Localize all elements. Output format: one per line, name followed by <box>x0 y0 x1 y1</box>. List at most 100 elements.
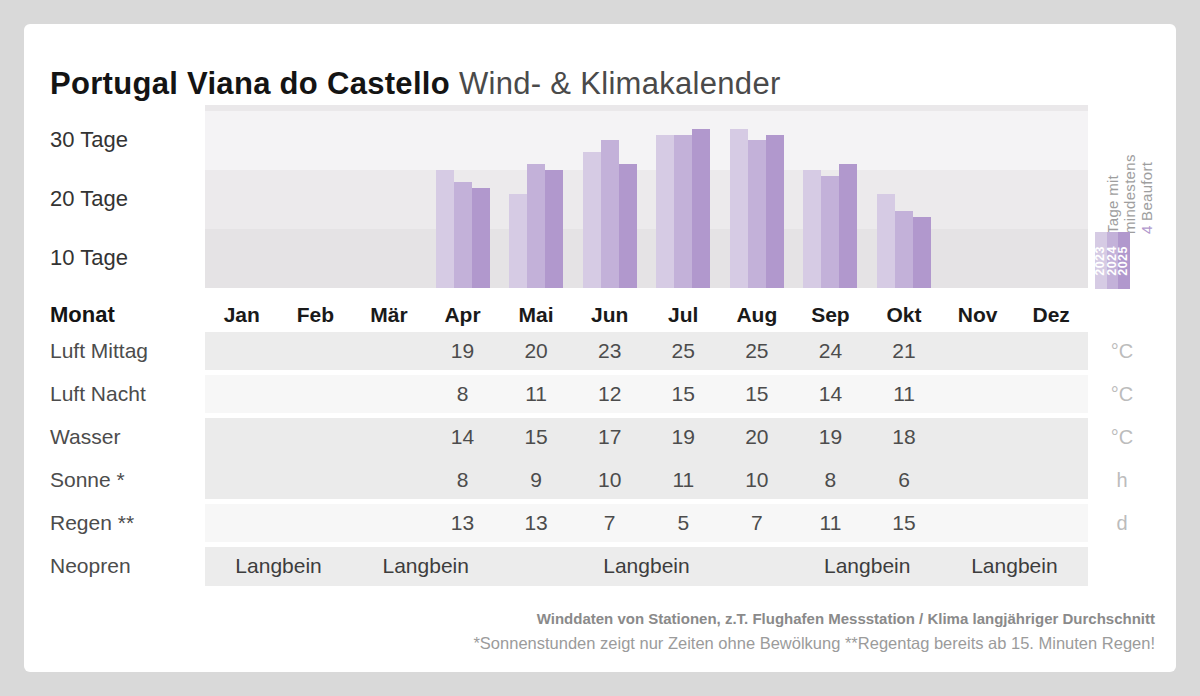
row-unit: °C <box>1090 418 1154 456</box>
row-label: Neopren <box>50 547 131 585</box>
neopren-entries: LangbeinLangbeinLangbeinLangbeinLangbein <box>205 547 1088 585</box>
grid-band <box>205 229 1088 288</box>
row-values: 19202325252421 <box>205 332 1088 370</box>
table-row-neopren: NeoprenLangbeinLangbeinLangbeinLangbeinL… <box>24 547 1176 590</box>
legend-line-2: mindestens <box>1121 120 1138 234</box>
month-label-cell: Feb <box>279 303 353 327</box>
neopren-entry: Langbein <box>352 547 499 585</box>
value-cell: 15 <box>647 382 721 406</box>
wind-bar-chart <box>205 105 1088 288</box>
bar-2025-Okt <box>913 217 931 288</box>
legend-year-2025: 2025 <box>1118 232 1130 289</box>
value-cell: 8 <box>426 382 500 406</box>
value-cell: 23 <box>573 339 647 363</box>
grid-band <box>205 170 1088 229</box>
row-label: Sonne * <box>50 461 125 499</box>
legend-beaufort-word: Beaufort <box>1138 162 1155 221</box>
value-cell: 8 <box>426 468 500 492</box>
value-cell: 20 <box>499 339 573 363</box>
title-location: Portugal Viana do Castello <box>50 66 450 101</box>
row-label: Wasser <box>50 418 120 456</box>
row-label: Regen ** <box>50 504 134 542</box>
bar-2023-Jul <box>656 135 674 288</box>
value-cell: 24 <box>794 339 868 363</box>
row-values: 8111215151411 <box>205 375 1088 413</box>
footer-source-line: Winddaten von Stationen, z.T. Flughafen … <box>537 610 1155 627</box>
value-cell: 8 <box>794 468 868 492</box>
month-label-cell: Dez <box>1014 303 1088 327</box>
bar-2025-Sep <box>839 164 857 288</box>
month-header-row: JanFebMärAprMaiJunJulAugSepOktNovDez <box>205 296 1088 334</box>
month-row-label: Monat <box>50 296 115 334</box>
bar-2025-Jun <box>619 164 637 288</box>
page-title: Portugal Viana do Castello Wind- & Klimak… <box>50 65 781 102</box>
value-cell: 15 <box>720 382 794 406</box>
legend-beaufort-number: 4 <box>1138 225 1155 234</box>
value-cell: 11 <box>647 468 721 492</box>
value-cell: 18 <box>867 425 941 449</box>
chart-legend-years: 202320242025 <box>1095 232 1130 289</box>
y-axis-tick: 10 Tage <box>50 244 180 272</box>
value-cell: 12 <box>573 382 647 406</box>
row-values: 8910111086 <box>205 461 1088 499</box>
month-label-cell: Nov <box>941 303 1015 327</box>
row-values: 14151719201918 <box>205 418 1088 456</box>
bar-2024-Mai <box>527 164 545 288</box>
value-cell: 11 <box>794 511 868 535</box>
row-unit: h <box>1090 461 1154 499</box>
table-row: Luft Nacht8111215151411°C <box>24 375 1176 418</box>
bar-2023-Sep <box>803 170 821 288</box>
month-label-cell: Jul <box>647 303 721 327</box>
value-cell: 9 <box>499 468 573 492</box>
month-label-cell: Mär <box>352 303 426 327</box>
legend-line-1: Tage mit <box>1104 120 1121 234</box>
bar-2024-Jun <box>601 140 619 288</box>
value-cell: 6 <box>867 468 941 492</box>
footer-note-line: *Sonnenstunden zeigt nur Zeiten ohne Bew… <box>473 634 1155 653</box>
value-cell: 14 <box>794 382 868 406</box>
row-unit: °C <box>1090 375 1154 413</box>
legend-year-label: 2025 <box>1118 246 1130 276</box>
value-cell: 10 <box>573 468 647 492</box>
bar-2023-Aug <box>730 129 748 288</box>
bar-2025-Apr <box>472 188 490 288</box>
value-cell: 11 <box>867 382 941 406</box>
month-label-cell: Okt <box>867 303 941 327</box>
bar-2024-Okt <box>895 211 913 288</box>
bar-2024-Aug <box>748 140 766 288</box>
value-cell: 17 <box>573 425 647 449</box>
value-cell: 19 <box>794 425 868 449</box>
neopren-entry: Langbein <box>794 547 941 585</box>
value-cell: 11 <box>499 382 573 406</box>
chart-legend-title: Tage mit mindestens 4 Beaufort <box>1104 120 1156 234</box>
row-label: Luft Nacht <box>50 375 146 413</box>
value-cell: 25 <box>647 339 721 363</box>
grid-band <box>205 111 1088 170</box>
bar-2024-Jul <box>674 135 692 288</box>
y-axis-tick: 30 Tage <box>50 126 180 154</box>
month-label-cell: Aug <box>720 303 794 327</box>
bar-2023-Jun <box>583 152 601 288</box>
bar-2025-Aug <box>766 135 784 288</box>
table-row: Wasser 14151719201918°C <box>24 418 1176 461</box>
month-label-cell: Jan <box>205 303 279 327</box>
row-label: Luft Mittag <box>50 332 148 370</box>
bar-2024-Apr <box>454 182 472 288</box>
row-values: 13137571115 <box>205 504 1088 542</box>
bar-2023-Mai <box>509 194 527 288</box>
month-label-cell: Mai <box>499 303 573 327</box>
legend-line-3: 4 Beaufort <box>1138 120 1155 234</box>
wind-klimakalender-infographic: Portugal Viana do Castello Wind- & Klimak… <box>0 0 1200 696</box>
table-row: Sonne *8910111086h <box>24 461 1176 504</box>
y-axis-tick: 20 Tage <box>50 185 180 213</box>
value-cell: 13 <box>499 511 573 535</box>
value-cell: 25 <box>720 339 794 363</box>
title-subtitle: Wind- & Klimakalender <box>459 66 781 101</box>
month-label-cell: Sep <box>794 303 868 327</box>
value-cell: 7 <box>573 511 647 535</box>
row-unit: d <box>1090 504 1154 542</box>
table-row: Regen **13137571115d <box>24 504 1176 547</box>
value-cell: 19 <box>647 425 721 449</box>
row-unit: °C <box>1090 332 1154 370</box>
month-label-cell: Apr <box>426 303 500 327</box>
